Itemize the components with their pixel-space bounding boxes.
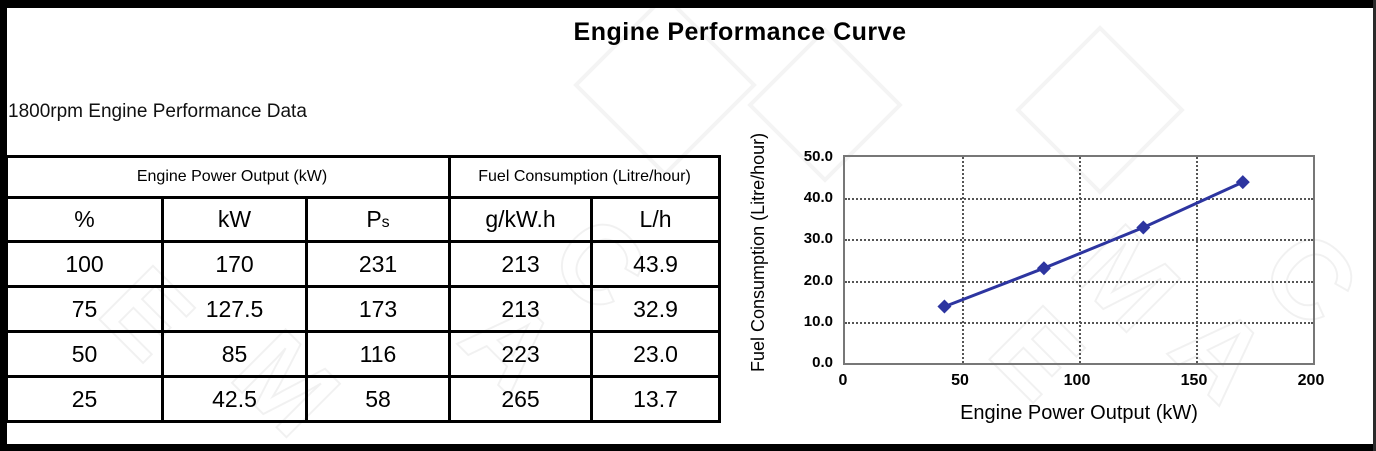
page-border-left <box>0 0 7 451</box>
group-header-fuel: Fuel Consumption (Litre/hour) <box>448 155 722 199</box>
table-row: 100 170 231 213 43.9 <box>5 240 722 288</box>
table-row: 25 42.5 58 265 13.7 <box>5 375 722 423</box>
x-tick-label: 150 <box>1180 372 1208 389</box>
table-cell: 231 <box>304 240 452 288</box>
table-cell: 13.7 <box>590 375 722 423</box>
table-cell: 50 <box>5 330 164 378</box>
fuel-consumption-series <box>937 175 1250 314</box>
page-border-bottom <box>0 444 1376 451</box>
table-cell: 223 <box>448 330 594 378</box>
page-border-top <box>0 0 1376 8</box>
table-cell: 25 <box>5 375 164 423</box>
page-subtitle: 1800rpm Engine Performance Data <box>8 101 307 122</box>
y-tick-label: 20.0 <box>803 271 833 289</box>
table-cell: 85 <box>161 330 308 378</box>
table-cell: 170 <box>161 240 308 288</box>
performance-table: Engine Power Output (kW) Fuel Consumptio… <box>4 155 722 423</box>
x-tick-label: 100 <box>1063 372 1091 389</box>
x-tick-label: 200 <box>1297 372 1325 389</box>
ps-main: P <box>366 206 382 232</box>
data-point-diamond <box>937 299 952 314</box>
table-unit-header-row: % kW Ps g/kW.h L/h <box>5 196 722 243</box>
table-cell: 23.0 <box>590 330 722 378</box>
y-axis-title: Fuel Consumption (Litre/hour) <box>748 132 768 372</box>
column-header-ps: Ps <box>304 196 452 243</box>
data-point-diamond <box>1036 261 1051 276</box>
data-point-diamond <box>1235 175 1250 190</box>
group-header-power: Engine Power Output (kW) <box>4 155 452 199</box>
series-line <box>943 180 1244 308</box>
table-row: 75 127.5 173 213 32.9 <box>5 285 722 333</box>
table-cell: 173 <box>304 285 452 333</box>
v-gridline <box>962 157 964 363</box>
v-gridline <box>1196 157 1198 363</box>
table-cell: 116 <box>304 330 452 378</box>
x-tick-label: 50 <box>951 372 969 389</box>
table-cell: 42.5 <box>161 375 308 423</box>
chart-plot-area <box>843 155 1315 365</box>
page-border-right <box>1373 0 1376 451</box>
column-header-gkwh: g/kW.h <box>448 196 594 243</box>
table-cell: 75 <box>5 285 164 333</box>
y-tick-label: 50.0 <box>803 148 833 165</box>
table-cell: 265 <box>448 375 594 423</box>
table-group-header-row: Engine Power Output (kW) Fuel Consumptio… <box>4 155 722 199</box>
column-header-percent: % <box>5 196 164 243</box>
table-cell: 213 <box>448 285 594 333</box>
column-header-lh: L/h <box>590 196 722 243</box>
ps-sub: s <box>381 214 390 231</box>
y-tick-label: 40.0 <box>803 189 833 207</box>
table-cell: 213 <box>448 240 594 288</box>
table-cell: 127.5 <box>161 285 308 333</box>
table-cell: 100 <box>5 240 164 288</box>
y-tick-label: 10.0 <box>803 312 833 330</box>
table-cell: 43.9 <box>590 240 722 288</box>
x-axis-title: Engine Power Output (kW) <box>960 402 1198 424</box>
page-title: Engine Performance Curve <box>573 18 907 46</box>
table-row: 50 85 116 223 23.0 <box>5 330 722 378</box>
x-tick-label: 0 <box>838 372 848 389</box>
v-gridline <box>1079 157 1081 363</box>
y-tick-label: 0.0 <box>812 354 833 371</box>
table-cell: 32.9 <box>590 285 722 333</box>
table-cell: 58 <box>304 375 452 423</box>
column-header-kw: kW <box>161 196 308 243</box>
data-point-diamond <box>1136 220 1151 235</box>
y-tick-label: 30.0 <box>803 230 833 248</box>
